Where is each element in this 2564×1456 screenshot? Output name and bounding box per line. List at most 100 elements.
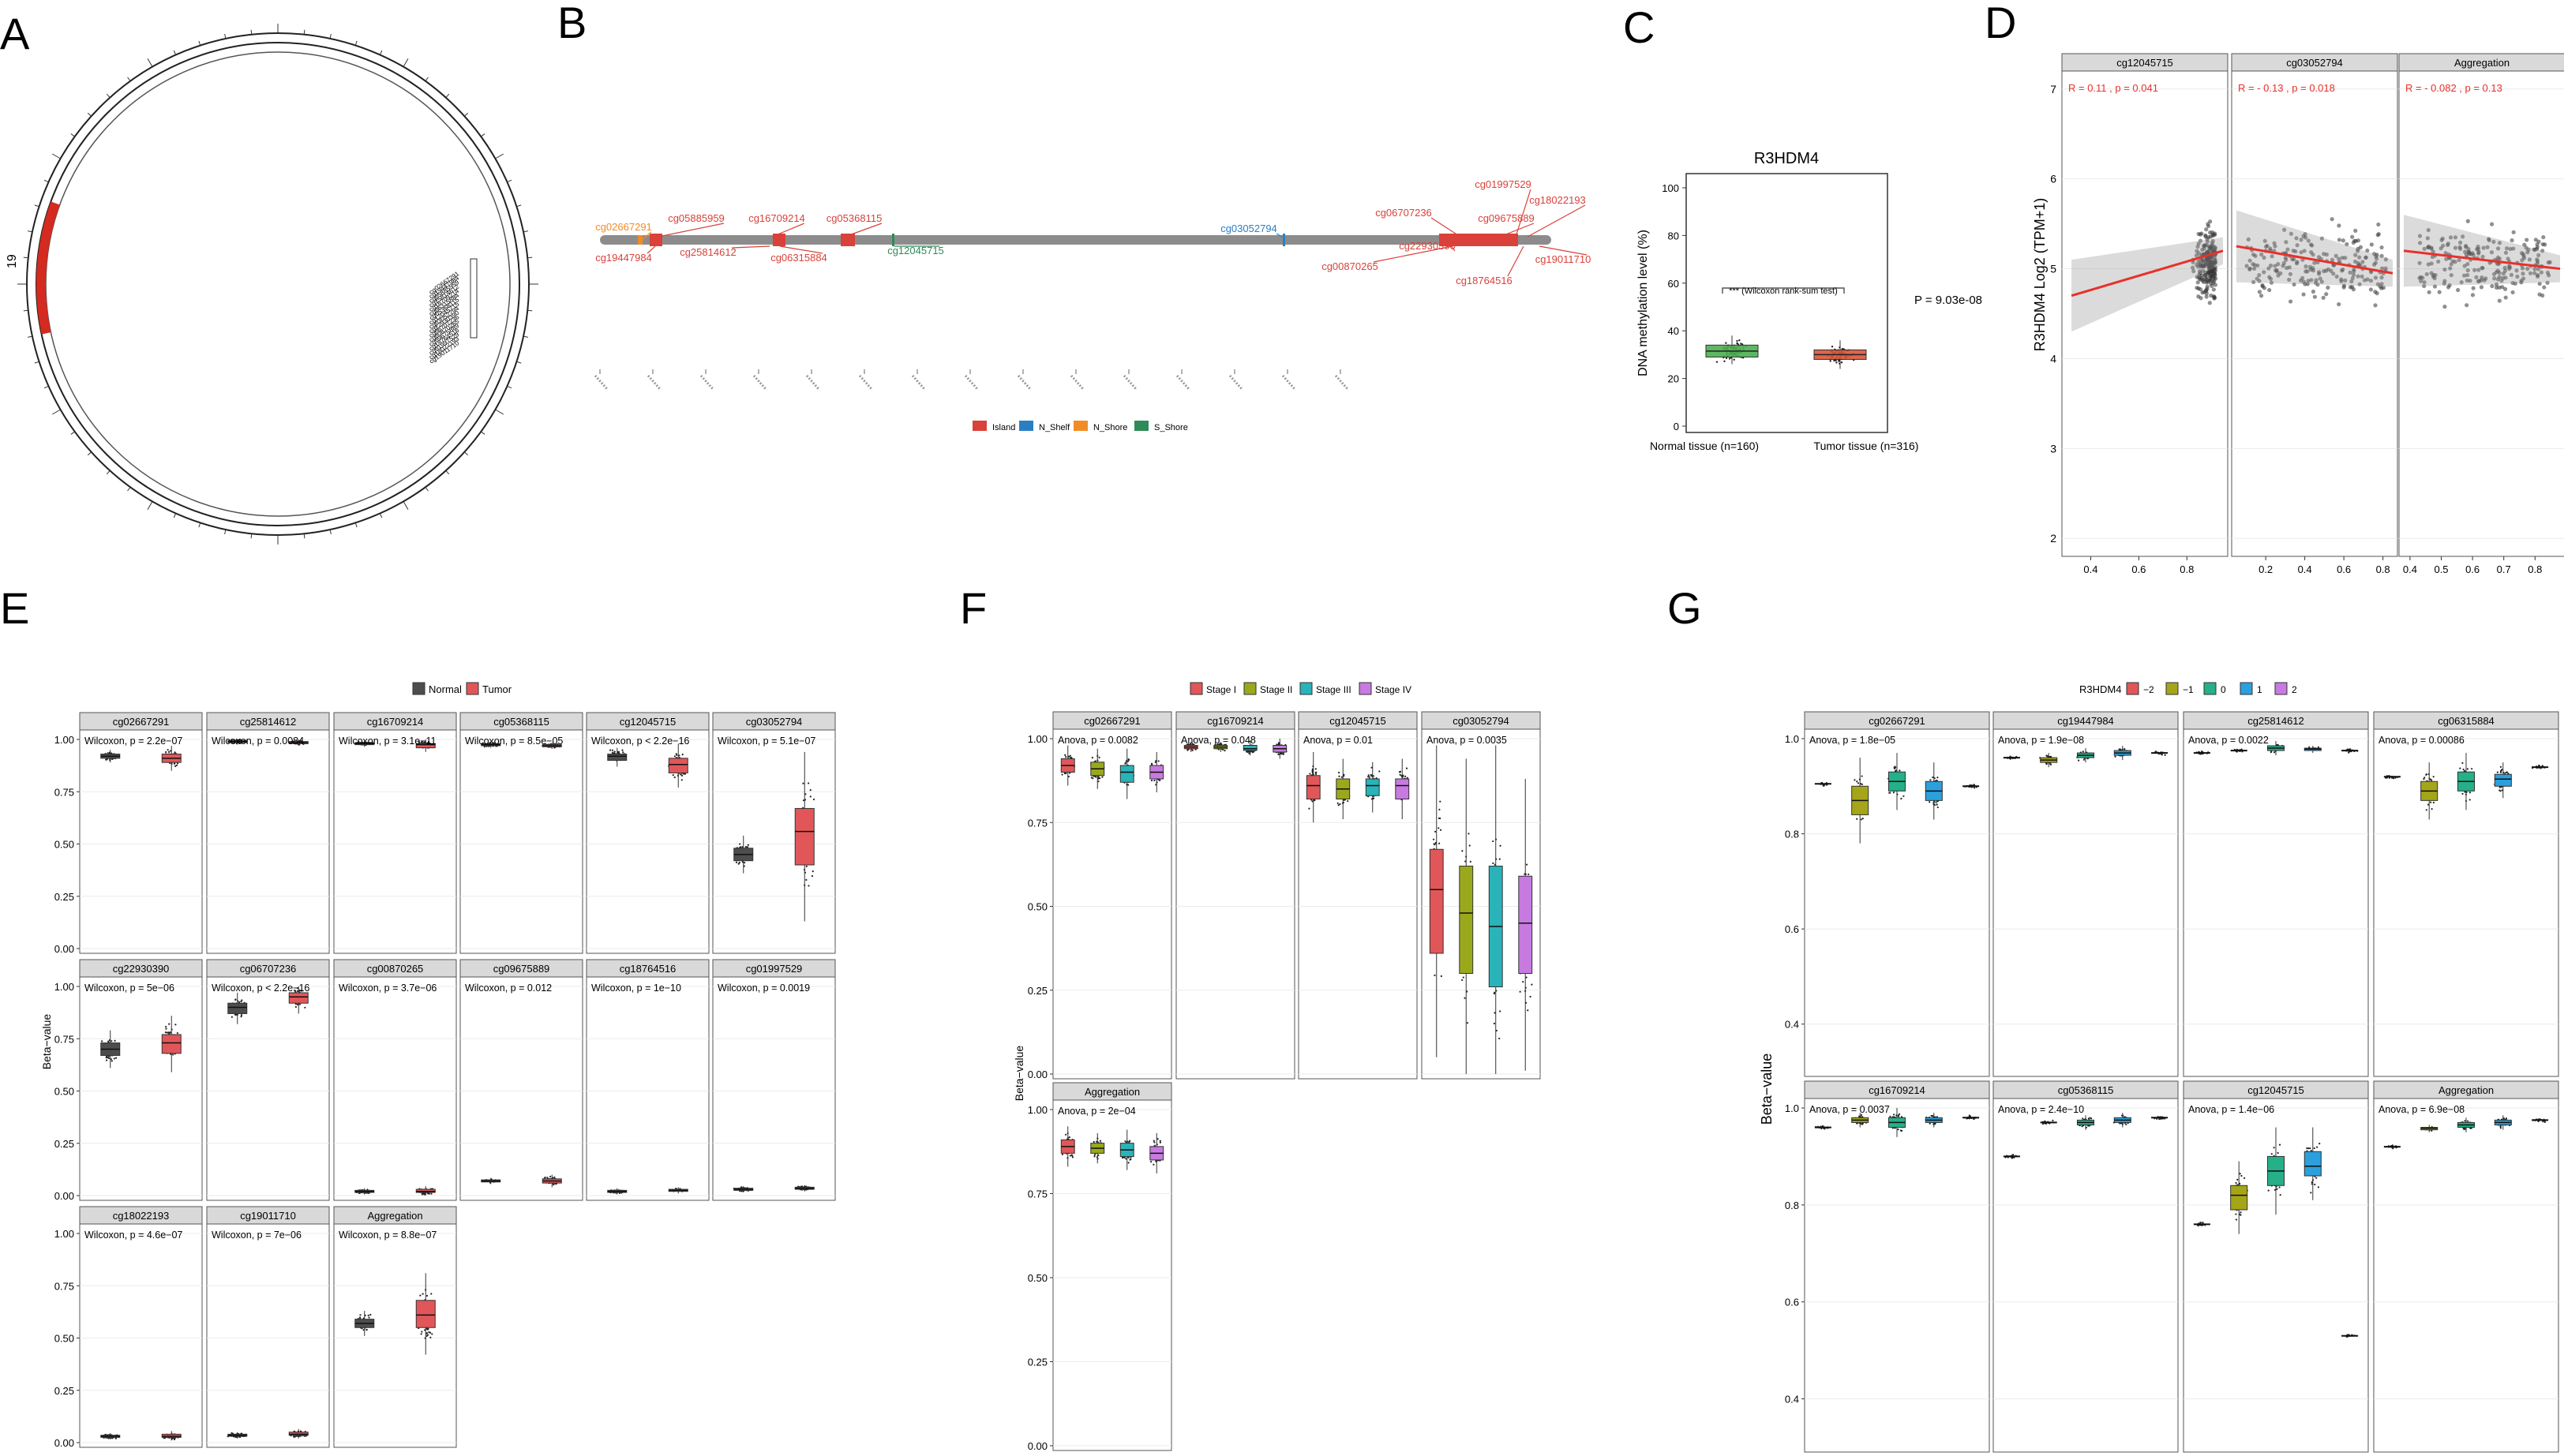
d-scatter-point <box>2200 290 2205 295</box>
jitter-point <box>1857 782 1860 784</box>
c-jitter-point <box>1831 345 1834 348</box>
jitter-point <box>231 1016 233 1018</box>
d-scatter-point <box>2276 273 2281 278</box>
d-facet-frame <box>2061 70 2229 557</box>
circos-tick <box>34 361 39 364</box>
jitter-point <box>1438 842 1441 844</box>
circos-tick <box>463 451 469 456</box>
d-scatter-point <box>2306 238 2311 243</box>
facet-frame <box>1175 728 1295 1080</box>
d-scatter-point <box>2497 285 2502 290</box>
jitter-point <box>1098 756 1100 758</box>
facet-ytick-label: 1.00 <box>1028 1104 1048 1116</box>
facet-ytick-label: 1.00 <box>54 734 74 746</box>
facet-stat-label: Wilcoxon, p = 8.8e−07 <box>339 1230 437 1241</box>
facet-title: cg02667291 <box>113 716 170 728</box>
circos-chrom-label: 19 <box>6 254 19 268</box>
jitter-point <box>681 754 684 756</box>
d-scatter-point <box>2341 283 2347 288</box>
jitter-point <box>1439 800 1441 803</box>
jitter-point <box>1405 767 1408 769</box>
axis-tick-label-glyph <box>1070 375 1085 391</box>
box-body <box>227 1002 248 1014</box>
panel-letter-e: E <box>0 583 29 633</box>
facet-ytick-label: 0.25 <box>54 1138 74 1150</box>
d-scatter-point <box>2199 296 2203 301</box>
facet-stat-label: Wilcoxon, p = 1e−10 <box>591 983 681 994</box>
jitter-point <box>105 1059 108 1061</box>
box-body <box>1395 778 1410 799</box>
jitter-point <box>1099 1140 1102 1142</box>
d-scatter-point <box>2330 257 2335 262</box>
facet-frame <box>206 1223 330 1448</box>
circos-tick <box>198 522 201 528</box>
probe-label: cg06315884 <box>770 252 827 264</box>
facet-title: cg18022193 <box>113 1210 170 1222</box>
jitter-point <box>1399 770 1402 773</box>
circos-tick <box>198 40 201 46</box>
c-jitter-point <box>1835 361 1838 364</box>
jitter-point <box>101 1040 103 1042</box>
d-scatter-point <box>2337 238 2341 242</box>
legend-label: Stage IV <box>1375 684 1411 695</box>
d-scatter-point <box>2207 301 2212 305</box>
d-scatter-point <box>2312 260 2317 265</box>
d-scatter-point <box>2368 287 2374 292</box>
d-scatter-point <box>2350 234 2355 239</box>
jitter-point <box>1861 775 1863 777</box>
jitter-point <box>812 870 814 873</box>
d-ytick-label: 6 <box>2050 173 2056 185</box>
d-scatter-point <box>2380 266 2385 271</box>
jitter-point <box>359 1314 362 1316</box>
facet-title: cg00870265 <box>367 963 424 975</box>
jitter-point <box>1159 1141 1161 1143</box>
d-xtick-label: 0.6 <box>2337 563 2351 575</box>
facet-ytick-label: 0.50 <box>1028 1272 1048 1284</box>
d-scatter-point <box>2376 222 2381 227</box>
d-scatter-point <box>2251 266 2257 271</box>
d-scatter-point <box>2272 241 2277 245</box>
d-scatter-point <box>2209 247 2214 252</box>
jitter-point <box>1468 844 1471 847</box>
circos-gene-highlight <box>36 201 60 335</box>
panel-letter-g: G <box>1667 583 1702 633</box>
jitter-point <box>1095 776 1097 778</box>
box-body <box>415 1300 436 1328</box>
box-body <box>668 758 688 773</box>
axis-tick-label-glyph <box>805 375 821 391</box>
d-scatter-point <box>2379 245 2384 250</box>
circos-tick <box>527 309 533 312</box>
facet-title: cg18764516 <box>620 963 677 975</box>
jitter-point <box>1309 773 1311 775</box>
d-scatter-point <box>2318 276 2322 281</box>
jitter-point <box>1527 1009 1529 1012</box>
d-xtick-label: 0.7 <box>2497 563 2511 575</box>
d-stat-label: R = - 0.082 , p = 0.13 <box>2405 82 2502 94</box>
facet-title: cg05368115 <box>493 716 549 728</box>
circos-tick <box>70 133 76 137</box>
facet-stat-label: Wilcoxon, p < 2.2e−16 <box>591 735 689 747</box>
probe-label: cg02667291 <box>595 221 652 233</box>
box-body <box>1459 866 1474 974</box>
jitter-point <box>1439 817 1441 820</box>
d-scatter-point <box>2202 273 2208 278</box>
probe-label: cg18022193 <box>1529 194 1586 206</box>
facet-ytick-label: 0.25 <box>1028 1357 1048 1368</box>
axis-tick-label-glyph <box>752 375 768 391</box>
facet-ytick-label: 0.25 <box>54 1385 74 1397</box>
jitter-point <box>553 1183 555 1186</box>
d-scatter-point <box>2213 245 2218 250</box>
facet-stat-label: Wilcoxon, p = 5.1e−07 <box>718 735 815 747</box>
d-scatter-point <box>2301 234 2306 238</box>
d-facet-frame <box>2398 70 2564 557</box>
d-scatter-point <box>2309 250 2314 255</box>
jitter-point <box>1130 1158 1132 1161</box>
d-scatter-point <box>2203 233 2208 238</box>
jitter-point <box>174 765 177 768</box>
c-jitter-point <box>1842 347 1844 350</box>
c-group-normal: Normal tissue (n=160) <box>1650 440 1759 452</box>
facet-frame <box>459 976 583 1201</box>
facet-frame <box>586 976 710 1201</box>
d-scatter-point <box>2299 250 2303 255</box>
